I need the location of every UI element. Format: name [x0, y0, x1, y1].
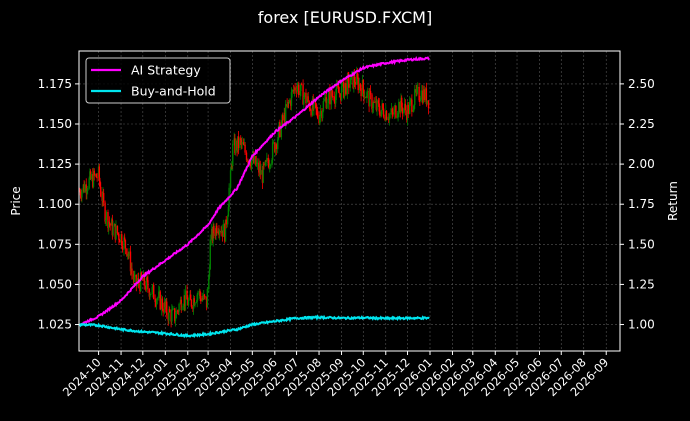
y-left-tick-label: 1.025: [38, 318, 72, 332]
y-right-tick-label: 2.50: [628, 77, 655, 91]
y-right-tick-label: 1.50: [628, 237, 655, 251]
y-right-tick-label: 1.25: [628, 277, 655, 291]
y-left-axis-label: Price: [9, 186, 23, 215]
y-right-tick-label: 1.00: [628, 318, 655, 332]
y-left-tick-label: 1.100: [38, 197, 72, 211]
legend-label: Buy-and-Hold: [131, 84, 216, 99]
y-right-tick-label: 2.00: [628, 157, 655, 171]
y-left-tick-label: 1.125: [38, 157, 72, 171]
buy-and-hold-line: [78, 314, 430, 339]
grid: 2024-102024-112024-122025-012025-022025-…: [38, 51, 655, 399]
y-right-tick-label: 2.25: [628, 117, 655, 131]
legend: AI Strategy Buy-and-Hold: [85, 57, 231, 104]
legend-label: AI Strategy: [131, 63, 201, 78]
plot-frame: [78, 50, 621, 352]
price-candles: [79, 66, 430, 328]
chart-title: forex [EURUSD.FXCM]: [257, 8, 433, 27]
y-right-tick-label: 1.75: [628, 197, 655, 211]
y-right-axis-label: Return: [666, 181, 680, 221]
y-left-tick-label: 1.175: [38, 77, 72, 91]
y-left-tick-label: 1.050: [38, 277, 72, 291]
ai-strategy-line: [79, 56, 430, 326]
y-left-tick-label: 1.150: [38, 117, 72, 131]
y-left-tick-label: 1.075: [38, 237, 72, 251]
